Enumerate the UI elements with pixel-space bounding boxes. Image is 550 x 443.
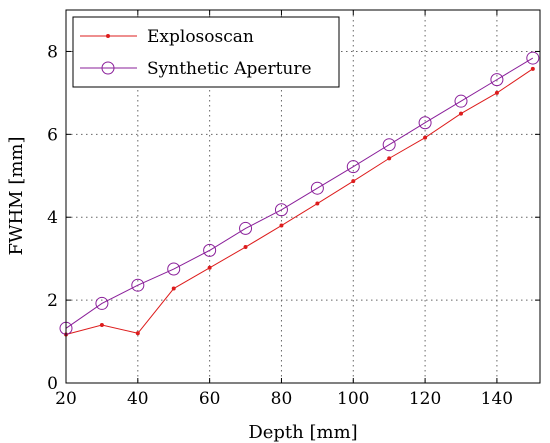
data-point-synthetic-aperture xyxy=(131,278,145,292)
y-tick-label: 2 xyxy=(47,291,58,311)
x-tick-label: 20 xyxy=(55,389,77,409)
x-tick-label: 80 xyxy=(271,389,293,409)
data-point-explososcan xyxy=(279,223,284,228)
data-point-synthetic-aperture xyxy=(382,138,396,152)
data-point-synthetic-aperture xyxy=(490,73,504,87)
data-point-explososcan xyxy=(135,331,140,336)
data-point-synthetic-aperture xyxy=(203,243,217,257)
series-explososcan xyxy=(64,66,535,337)
y-tick-label: 4 xyxy=(47,208,58,228)
legend-box xyxy=(72,16,340,88)
legend-label-synthetic-aperture: Synthetic Aperture xyxy=(147,59,312,79)
data-point-synthetic-aperture xyxy=(310,181,324,195)
series-line-explososcan xyxy=(65,68,534,335)
data-point-explososcan xyxy=(387,156,392,161)
legend: Explososcan Synthetic Aperture xyxy=(72,16,340,88)
data-point-synthetic-aperture xyxy=(95,296,109,310)
y-axis-label: FWHM [mm] xyxy=(6,136,27,255)
legend-marker-synthetic-aperture xyxy=(101,61,115,75)
x-tick-label: 40 xyxy=(127,389,149,409)
grid-lines xyxy=(66,10,540,383)
data-point-synthetic-aperture xyxy=(239,221,253,235)
data-point-synthetic-aperture xyxy=(346,160,360,174)
series-synthetic-aperture xyxy=(59,51,540,335)
data-point-synthetic-aperture xyxy=(526,51,540,65)
y-tick-label: 6 xyxy=(47,125,58,145)
data-point-explososcan xyxy=(243,245,248,250)
x-tick-label: 140 xyxy=(481,389,513,409)
data-point-synthetic-aperture xyxy=(167,262,181,276)
legend-label-explososcan: Explososcan xyxy=(147,27,254,47)
data-point-synthetic-aperture xyxy=(454,94,468,108)
data-point-explososcan xyxy=(171,286,176,291)
x-tick-label: 100 xyxy=(337,389,369,409)
tick-labels: 20 40 60 80 100 120 140 0 2 4 6 8 xyxy=(47,42,513,409)
data-point-explososcan xyxy=(494,90,499,95)
data-point-synthetic-aperture xyxy=(274,203,288,217)
x-tick-label: 60 xyxy=(199,389,221,409)
legend-marker-explososcan xyxy=(106,34,110,38)
x-tick-label: 120 xyxy=(409,389,441,409)
data-point-explososcan xyxy=(459,111,463,116)
data-point-explososcan xyxy=(315,201,320,206)
data-point-explososcan xyxy=(207,265,212,270)
data-point-synthetic-aperture xyxy=(418,116,432,130)
data-point-explososcan xyxy=(423,135,428,140)
series-layer xyxy=(59,51,540,337)
data-point-explososcan xyxy=(99,322,104,327)
data-point-explososcan xyxy=(351,179,356,184)
plot-frame xyxy=(65,9,541,384)
data-point-explososcan xyxy=(530,66,535,71)
y-tick-label: 0 xyxy=(47,374,58,394)
series-line-synthetic-aperture xyxy=(65,57,534,329)
y-tick-label: 8 xyxy=(47,42,58,62)
x-axis-label: Depth [mm] xyxy=(248,422,357,443)
axis-ticks xyxy=(65,10,540,384)
